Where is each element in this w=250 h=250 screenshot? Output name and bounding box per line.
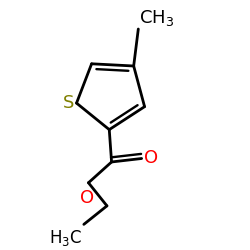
Text: O: O [80, 188, 94, 206]
Text: O: O [144, 149, 158, 167]
Text: CH$_3$: CH$_3$ [140, 8, 175, 28]
Text: H$_3$C: H$_3$C [50, 228, 83, 248]
Text: S: S [63, 94, 74, 112]
